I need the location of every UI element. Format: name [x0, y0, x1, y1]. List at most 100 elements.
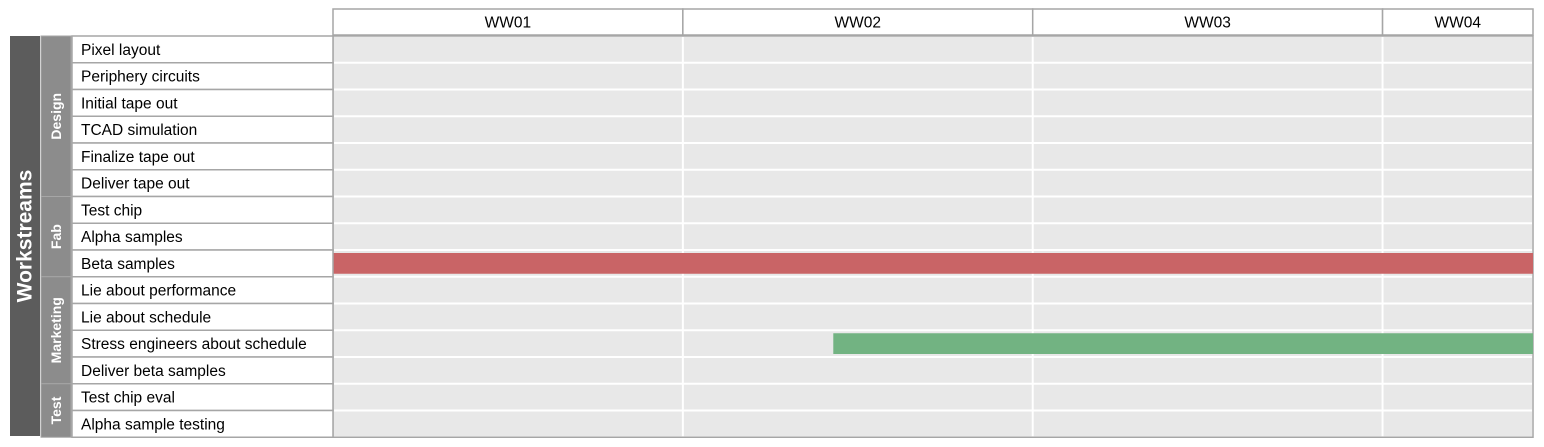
- grid-cell: [1383, 411, 1532, 437]
- grid-cell: [1383, 384, 1532, 410]
- grid-cell: [1033, 117, 1382, 142]
- week-header-cell: [1381, 8, 1534, 36]
- grid-cell: [1383, 358, 1532, 383]
- grid-cell: [683, 197, 1032, 223]
- grid-cell: [1383, 37, 1532, 62]
- grid-cell: [1383, 170, 1532, 196]
- grid-cell: [683, 277, 1032, 303]
- group-band: [40, 383, 72, 438]
- grid-cell: [334, 277, 682, 303]
- task-label: Alpha sample testing: [81, 416, 225, 433]
- grid-cell: [1383, 197, 1532, 223]
- task-label: Finalize tape out: [81, 149, 195, 166]
- task-label: TCAD simulation: [81, 122, 197, 139]
- task-label-cell: [71, 222, 334, 251]
- grid-cell: [334, 384, 682, 410]
- grid-cell: [1383, 90, 1532, 116]
- grid-cell: [334, 411, 682, 437]
- task-label: Periphery circuits: [81, 69, 200, 86]
- week-header-cell: [332, 8, 684, 36]
- task-label: Lie about performance: [81, 283, 236, 300]
- task-label-cell: [71, 88, 334, 117]
- week-label: WW03: [1184, 15, 1231, 32]
- grid-cell: [1033, 277, 1382, 303]
- group-label: Design: [48, 93, 64, 140]
- grid-cell: [1383, 224, 1532, 249]
- grid-cell: [1033, 37, 1382, 62]
- task-labels: Pixel layout Periphery circuits Initial ta…: [71, 35, 334, 438]
- grid-cell: [334, 304, 682, 330]
- grid-cell: [683, 304, 1032, 330]
- grid-cell: [1033, 90, 1382, 116]
- gantt-bar: [833, 333, 1533, 354]
- group-label: Fab: [48, 224, 64, 249]
- grid-cell: [1033, 170, 1382, 196]
- task-label-cell: [71, 249, 334, 278]
- task-label: Pixel layout: [81, 42, 161, 59]
- grid-cell: [683, 224, 1032, 249]
- grid-cell: [1383, 144, 1532, 169]
- grid-cell: [334, 90, 682, 116]
- grid-cell: [334, 358, 682, 383]
- workstreams-band-bg: [10, 36, 40, 436]
- task-label: Test chip eval: [81, 390, 175, 407]
- week-label: WW01: [485, 15, 532, 32]
- grid-cell: [334, 331, 682, 356]
- group-label: Test: [48, 396, 64, 424]
- grid-cell: [1033, 304, 1382, 330]
- grid-cell: [683, 37, 1032, 62]
- grid-cell: [1033, 224, 1382, 249]
- workstreams-label: Workstreams: [14, 170, 37, 303]
- task-label: Alpha samples: [81, 229, 183, 246]
- plot-area: [332, 35, 1534, 438]
- task-label: Deliver tape out: [81, 176, 190, 193]
- grid-cell: [1383, 117, 1532, 142]
- grid-cell: [334, 63, 682, 89]
- grid-cell: [334, 117, 682, 142]
- grid-cell: [334, 170, 682, 196]
- grid-cell: [1033, 411, 1382, 437]
- grid-cell: [334, 224, 682, 249]
- grid-cell: [1033, 197, 1382, 223]
- grid-cell: [683, 90, 1032, 116]
- task-label: Test chip: [81, 202, 142, 219]
- grid-cell: [683, 144, 1032, 169]
- task-label-cell: [71, 276, 334, 305]
- bars: [333, 253, 1533, 354]
- task-label-cell: [71, 195, 334, 224]
- group-band: [40, 276, 72, 385]
- group-band: [40, 35, 72, 197]
- grid-cell: [1033, 384, 1382, 410]
- task-label-cell: [71, 169, 334, 198]
- task-label: Stress engineers about schedule: [81, 336, 307, 353]
- grid-cell: [1383, 277, 1532, 303]
- grid-cell: [1383, 63, 1532, 89]
- grid-cell: [683, 170, 1032, 196]
- workstreams-band: Workstreams: [10, 36, 40, 436]
- grid-cell: [683, 411, 1032, 437]
- task-label: Deliver beta samples: [81, 363, 226, 380]
- grid-cell: [1033, 144, 1382, 169]
- task-label: Lie about schedule: [81, 309, 211, 326]
- grid-cell: [683, 358, 1032, 383]
- task-label-cell: [71, 383, 334, 412]
- grid-cell: [334, 197, 682, 223]
- grid-cell: [683, 117, 1032, 142]
- group-label: Marketing: [48, 297, 64, 363]
- task-label-cell: [71, 409, 334, 438]
- grid-cell: [1033, 358, 1382, 383]
- grid-cell: [334, 144, 682, 169]
- grid-cell: [1033, 63, 1382, 89]
- group-band: [40, 196, 72, 278]
- task-label-cell: [71, 142, 334, 171]
- grid-cell: [683, 63, 1032, 89]
- grid-cell: [334, 37, 682, 62]
- task-label-cell: [71, 356, 334, 385]
- grid-cell: [1383, 304, 1532, 330]
- grid-cell: [683, 384, 1032, 410]
- week-label: WW04: [1435, 15, 1482, 32]
- week-label: WW02: [835, 15, 882, 32]
- week-header: WW01 WW02 WW03 WW04: [332, 8, 1534, 36]
- task-label-cell: [71, 62, 334, 91]
